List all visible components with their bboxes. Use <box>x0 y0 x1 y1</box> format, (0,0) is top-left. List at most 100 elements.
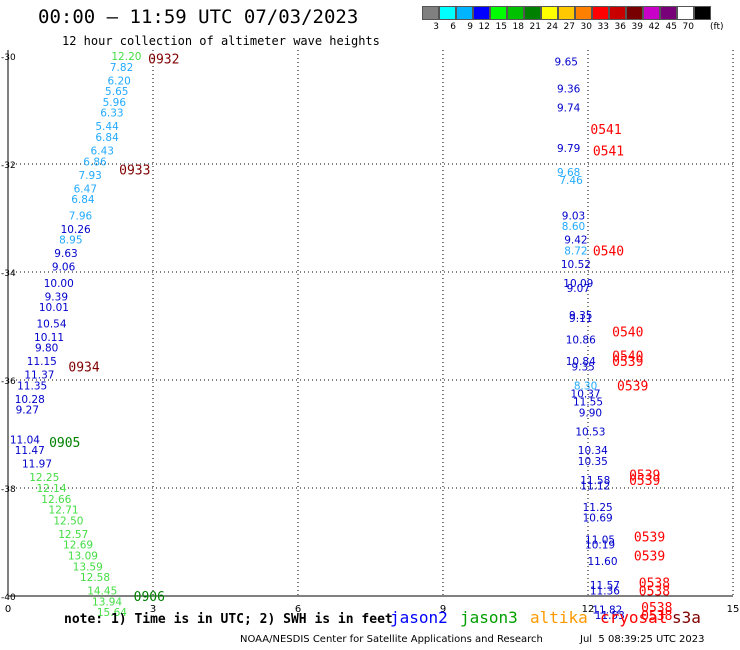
wave-height-label: 10.52 <box>561 259 591 271</box>
y-tick-label: -40 <box>1 593 16 603</box>
wave-height-label: 11.04 <box>10 434 40 446</box>
legend-swatch <box>490 6 507 20</box>
x-tick-label: 9 <box>440 604 446 615</box>
satellite-altika: altika <box>530 608 588 627</box>
legend-ticks: 3 6 9 12 15 18 21 24 27 30 33 36 39 42 45 70 <box>422 22 711 32</box>
y-tick-label: -32 <box>1 161 16 171</box>
color-legend: 3 6 9 12 15 18 21 24 27 30 33 36 39 42 45 70 (ft) <box>422 6 724 32</box>
wave-height-label: 11.47 <box>15 445 45 457</box>
satellite-cryosat: cryosat <box>600 608 668 627</box>
legend-swatch <box>507 6 524 20</box>
track-time-label: 0538 <box>641 609 672 624</box>
wave-height-label: 12.58 <box>80 572 110 584</box>
wave-height-label: 6.84 <box>95 132 119 144</box>
wave-height-label: 5.96 <box>103 97 127 109</box>
wave-height-label: 8.30 <box>574 380 597 392</box>
track-time-label: 0905 <box>49 436 80 451</box>
track-time-labels: 0932 0933 0934 0905 0906 0541 0541 0540 0540 0540… <box>49 53 672 624</box>
wave-height-label: 12.57 <box>58 529 88 541</box>
wave-height-label: 9.35 <box>569 310 592 322</box>
wave-height-label: 11.57 <box>590 580 620 592</box>
wave-height-label: 11.58 <box>580 475 610 487</box>
legend-tick: 21 <box>529 22 541 32</box>
y-tick-label: -36 <box>1 377 16 387</box>
track-time-label: 0541 <box>590 123 621 138</box>
x-tick-label: 12 <box>582 604 595 615</box>
wave-height-label: 9.42 <box>564 235 587 247</box>
legend-tick: 15 <box>495 22 507 32</box>
wave-height-label: 9.65 <box>555 56 578 68</box>
wave-height-label: 6.47 <box>74 183 97 195</box>
wave-height-label: 9.03 <box>562 210 585 222</box>
wave-height-label: 11.37 <box>24 370 54 382</box>
wave-height-label: 9.07 <box>567 283 590 295</box>
wave-height-label: 10.86 <box>566 335 596 347</box>
page-title: 00:00 – 11:59 UTC 07/03/2023 <box>38 6 359 28</box>
legend-tick: 39 <box>631 22 643 32</box>
track-time-label: 0538 <box>639 577 670 592</box>
wave-height-label: 12.66 <box>41 494 71 506</box>
track-time-label: 0541 <box>593 145 624 160</box>
track-time-label: 0906 <box>134 590 165 605</box>
wave-height-label: 9.27 <box>16 405 39 417</box>
wave-height-label: 12.69 <box>63 540 93 552</box>
wave-height-label: 13.09 <box>68 551 98 563</box>
legend-swatch <box>677 6 694 20</box>
wave-height-label: 9.06 <box>52 262 76 274</box>
track-time-label: 0540 <box>612 325 643 340</box>
wave-height-label: 11.82 <box>592 605 622 617</box>
wave-height-label: 9.63 <box>54 248 77 260</box>
track-time-label: 0932 <box>148 53 179 68</box>
track-time-label: 0933 <box>119 163 150 178</box>
wave-height-label: 10.69 <box>583 513 613 525</box>
wave-height-label: 6.86 <box>83 156 107 168</box>
legend-swatch <box>541 6 558 20</box>
y-tick-label: -30 <box>1 53 16 63</box>
wave-height-label: 11.05 <box>585 534 615 546</box>
legend-swatch <box>643 6 660 20</box>
wave-height-label: 8.72 <box>564 245 587 257</box>
track-time-label: 0934 <box>68 361 99 376</box>
legend-tick: 9 <box>467 22 473 32</box>
legend-tick: 70 <box>682 22 694 32</box>
legend-swatch <box>694 6 711 20</box>
wave-height-label: 9.80 <box>35 343 58 355</box>
wave-height-label: 13.94 <box>92 596 122 608</box>
wave-height-label: 11.15 <box>27 356 57 368</box>
wave-height-label: 9.74 <box>557 102 581 114</box>
x-tick-labels: 0 3 6 9 12 15 <box>5 604 740 615</box>
legend-tick: 3 <box>433 22 439 32</box>
wave-height-label: 12.20 <box>111 51 141 63</box>
satellite-jason2: jason2 <box>390 608 448 627</box>
footer-note: note: 1) Time is in UTC; 2) SWH is in fe… <box>64 612 393 627</box>
legend-tick: 24 <box>546 22 558 32</box>
chart-subtitle: 12 hour collection of altimeter wave hei… <box>62 34 380 48</box>
legend-swatch <box>592 6 609 20</box>
legend-swatch <box>456 6 473 20</box>
track-time-label: 0540 <box>612 350 643 365</box>
wave-height-label: 10.19 <box>585 540 615 552</box>
track-time-label: 0539 <box>617 379 648 394</box>
legend-swatch <box>660 6 677 20</box>
wave-height-label: 5.65 <box>105 86 128 98</box>
wave-height-label: 11.55 <box>573 397 603 409</box>
wave-height-label: 10.54 <box>36 318 66 330</box>
wave-height-label: 10.00 <box>44 278 74 290</box>
generated-timestamp: Jul 5 08:39:25 UTC 2023 <box>580 634 705 645</box>
wave-height-label: 10.28 <box>15 394 45 406</box>
legend-tick: 30 <box>580 22 592 32</box>
legend-unit: (ft) <box>710 22 724 32</box>
wave-height-label: 15.64 <box>97 607 127 619</box>
legend-tick: 6 <box>450 22 456 32</box>
wave-height-label: 9.79 <box>557 143 580 155</box>
y-tick-labels: -30 -32 -34 -36 -38 -40 <box>1 53 16 603</box>
legend-tick: 36 <box>614 22 626 32</box>
wave-height-label: 11.25 <box>583 502 613 514</box>
wave-height-label: 9.36 <box>557 83 581 95</box>
plot-grid <box>7 50 734 597</box>
legend-tick: 18 <box>512 22 524 32</box>
wave-height-label: 9.90 <box>579 407 602 419</box>
wave-height-label: 10.35 <box>578 456 608 468</box>
wave-height-label: 8.95 <box>59 235 82 247</box>
wave-height-label: 5.44 <box>95 121 119 133</box>
